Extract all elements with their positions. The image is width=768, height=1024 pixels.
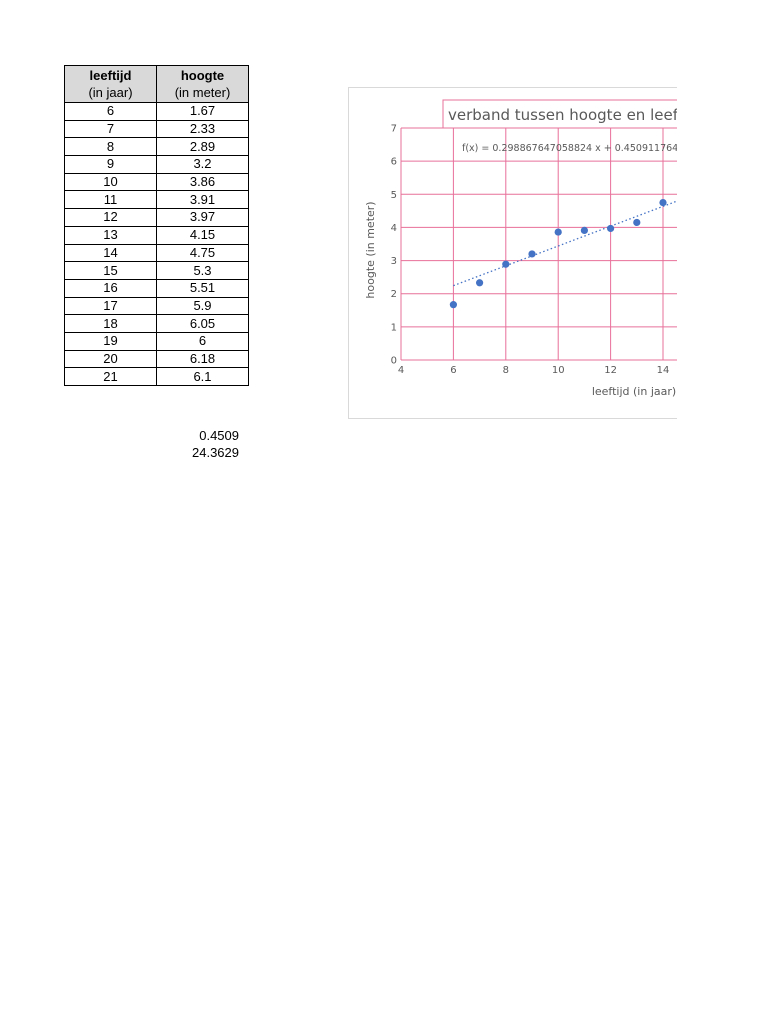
table-row: 8 2.89 [64, 137, 249, 157]
y-tick-label: 5 [391, 190, 397, 201]
column-header[interactable]: hoogte (in meter) [156, 65, 249, 103]
cell-hoogte[interactable]: 5.51 [156, 278, 249, 298]
table-row: 10 3.86 [64, 172, 249, 192]
cell-hoogte[interactable]: 6 [156, 331, 249, 351]
cell-hoogte[interactable]: 6.05 [156, 314, 249, 333]
result-value-1[interactable]: 0.4509 [199, 428, 239, 443]
cell-hoogte[interactable]: 1.67 [156, 102, 249, 121]
header-row: leeftijd (in jaar) hoogte (in meter) [64, 65, 249, 103]
grid-layer [400, 127, 677, 361]
cell-hoogte[interactable]: 5.3 [156, 261, 249, 280]
y-tick-label: 1 [391, 322, 397, 333]
cell-leeftijd[interactable]: 16 [64, 278, 157, 298]
table-row: 12 3.97 [64, 208, 249, 227]
tick-layer: 4681012141618202201234567 [391, 124, 670, 377]
data-point[interactable] [607, 224, 615, 233]
cell-hoogte[interactable]: 2.33 [156, 119, 249, 139]
table-row: 17 5.9 [64, 296, 249, 316]
table-row: 11 3.91 [64, 190, 249, 210]
data-point[interactable] [449, 301, 457, 309]
chart-frame[interactable]: 4681012141618202201234567 verband tussen… [348, 87, 677, 419]
x-tick-label: 12 [604, 365, 617, 376]
result-value-2[interactable]: 24.3629 [192, 445, 239, 460]
cell-leeftijd[interactable]: 6 [64, 102, 157, 121]
cell-leeftijd[interactable]: 9 [64, 155, 157, 174]
cell-hoogte[interactable]: 3.2 [156, 155, 249, 174]
chart-title-box [442, 99, 677, 129]
table-row: 6 1.67 [64, 102, 249, 121]
trendline-equation: f(x) = 0.298867647058824 x + 0.450911764… [462, 143, 677, 154]
cell-hoogte[interactable]: 4.15 [156, 225, 249, 245]
cell-hoogte[interactable]: 3.91 [156, 190, 249, 210]
cell-leeftijd[interactable]: 19 [64, 331, 157, 351]
y-tick-label: 6 [391, 157, 397, 168]
table-row: 16 5.51 [64, 278, 249, 298]
table-row: 20 6.18 [64, 349, 249, 369]
cell-leeftijd[interactable]: 10 [64, 172, 157, 192]
cell-hoogte[interactable]: 6.18 [156, 349, 249, 369]
cell-hoogte[interactable]: 3.97 [156, 208, 249, 227]
x-tick-label: 4 [398, 365, 404, 376]
x-tick-label: 6 [450, 365, 456, 376]
data-point[interactable] [528, 250, 536, 258]
column-header-title: leeftijd [89, 68, 132, 83]
cell-leeftijd[interactable]: 8 [64, 137, 157, 157]
table-row: 21 6.1 [64, 367, 249, 386]
cell-leeftijd[interactable]: 11 [64, 190, 157, 210]
x-tick-label: 14 [657, 365, 670, 376]
cell-hoogte[interactable]: 5.9 [156, 296, 249, 316]
data-point[interactable] [476, 279, 484, 287]
x-tick-label: 8 [503, 365, 509, 376]
data-point[interactable] [659, 198, 667, 207]
y-tick-label: 0 [391, 356, 397, 367]
column-header-unit: (in jaar) [88, 85, 133, 100]
column-header[interactable]: leeftijd (in jaar) [64, 65, 157, 103]
cell-leeftijd[interactable]: 12 [64, 208, 157, 227]
table-row: 14 4.75 [64, 243, 249, 263]
table-row: 18 6.05 [64, 314, 249, 333]
y-tick-label: 2 [391, 289, 397, 300]
table-row: 19 6 [64, 331, 249, 351]
cell-leeftijd[interactable]: 18 [64, 314, 157, 333]
cell-hoogte[interactable]: 6.1 [156, 367, 249, 386]
table-body: 6 1.67 7 2.33 8 2.89 9 3.2 10 3.86 11 3.91 12 3.97 13 4… [64, 102, 249, 386]
column-header-unit: (in meter) [174, 85, 231, 100]
cell-hoogte[interactable]: 2.89 [156, 137, 249, 157]
x-tick-label: 10 [552, 365, 565, 376]
cell-leeftijd[interactable]: 7 [64, 119, 157, 139]
cell-hoogte[interactable]: 3.86 [156, 172, 249, 192]
cell-leeftijd[interactable]: 14 [64, 243, 157, 263]
chart-title: verband tussen hoogte en leeftijd [448, 106, 677, 124]
x-axis-label: leeftijd (in jaar) [592, 385, 676, 398]
data-point[interactable] [502, 260, 510, 268]
table-row: 13 4.15 [64, 225, 249, 245]
cell-leeftijd[interactable]: 21 [64, 367, 157, 386]
data-table: leeftijd (in jaar) hoogte (in meter) 6 1.67 7… [64, 65, 249, 386]
cell-leeftijd[interactable]: 20 [64, 349, 157, 369]
y-tick-label: 7 [391, 124, 397, 135]
data-point[interactable] [580, 226, 588, 235]
data-point[interactable] [633, 218, 641, 227]
cell-leeftijd[interactable]: 13 [64, 225, 157, 245]
cell-hoogte[interactable]: 4.75 [156, 243, 249, 263]
data-point[interactable] [554, 228, 562, 236]
column-header-title: hoogte [180, 68, 225, 83]
y-tick-label: 3 [391, 256, 397, 267]
y-tick-label: 4 [391, 223, 397, 234]
cell-leeftijd[interactable]: 17 [64, 296, 157, 316]
cell-leeftijd[interactable]: 15 [64, 261, 157, 280]
table-row: 7 2.33 [64, 119, 249, 139]
y-axis-label: hoogte (in meter) [364, 201, 377, 298]
table-row: 9 3.2 [64, 155, 249, 174]
scatter-chart: 4681012141618202201234567 verband tussen… [364, 99, 677, 398]
table-row: 15 5.3 [64, 261, 249, 280]
trendline [453, 200, 677, 287]
point-layer [449, 198, 667, 309]
